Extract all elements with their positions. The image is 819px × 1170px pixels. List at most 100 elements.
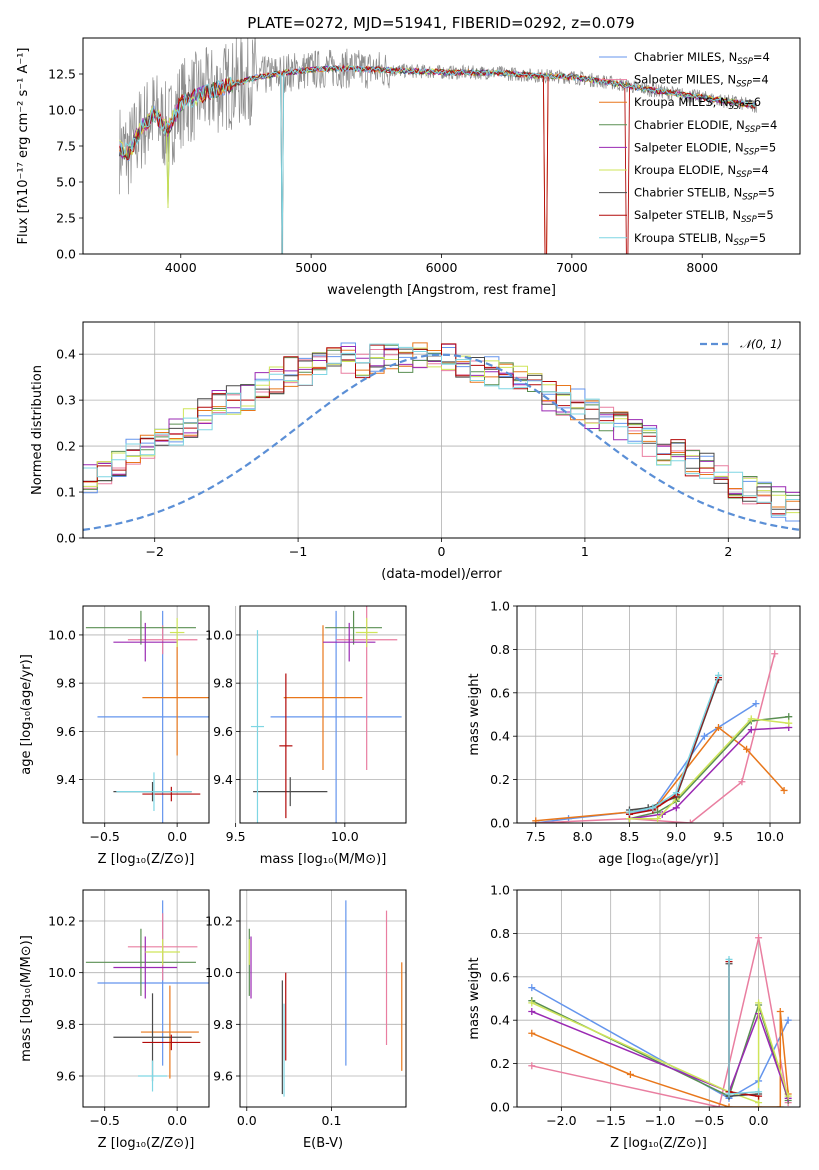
y-axis-label: Normed distribution <box>30 365 45 495</box>
mass-weight-marker <box>755 1099 763 1107</box>
mass-weight-marker <box>649 804 657 812</box>
x-tick-label: 8.5 <box>620 829 640 844</box>
y-tick-label: 10.0 <box>205 627 233 642</box>
residual-histogram-step <box>83 347 800 514</box>
x-tick-label: 8.0 <box>573 829 593 844</box>
legend-count: =4 <box>752 73 769 87</box>
y-tick-label: 9.8 <box>56 1017 76 1032</box>
y-tick-label: 9.4 <box>213 772 233 787</box>
x-tick-label: 0.0 <box>167 829 187 844</box>
x-tick-label: 0.0 <box>237 1113 257 1128</box>
errorbar-point <box>325 610 382 645</box>
legend-subscript: SSP <box>729 102 745 112</box>
y-tick-label: 10.0 <box>48 965 76 980</box>
x-tick-label: 4000 <box>165 260 197 275</box>
legend-entry: Chabrier ELODIE, NSSP=4 <box>634 118 777 135</box>
legend-entry: 𝒩(0, 1) <box>740 337 782 351</box>
y-axis-label: Flux [fλ10⁻¹⁷ erg cm⁻² s⁻¹ A⁻¹] <box>16 48 31 245</box>
y-axis-label: mass weight <box>467 957 482 1039</box>
y-tick-label: 10.0 <box>48 627 76 642</box>
legend-entry: Kroupa STELIB, NSSP=5 <box>634 231 766 248</box>
mass-weight-marker <box>785 719 793 727</box>
x-tick-label: 2 <box>724 544 732 559</box>
mass_weight_vs_age-plot-area <box>532 650 793 823</box>
y-tick-label: 0.4 <box>56 347 76 362</box>
errorbar-point <box>283 625 363 770</box>
model-spectrum-line <box>119 64 757 254</box>
legend-subscript: SSP <box>734 238 750 248</box>
residuals-panel: −2 −1 0 1 2 0.0 0.1 0.2 0.3 0.4 (data-model)/error… <box>30 321 801 582</box>
mass-weight-marker <box>752 700 760 708</box>
y-tick-label: 12.5 <box>48 67 76 82</box>
axes-frame <box>239 605 407 824</box>
y-tick-label: 0.2 <box>490 772 510 787</box>
residual-histogram-step <box>83 344 800 526</box>
y-tick-label: 0.4 <box>490 729 510 744</box>
y-tick-label: 9.6 <box>213 1069 233 1084</box>
y-tick-label: 9.6 <box>56 1069 76 1084</box>
errorbar-point <box>270 610 402 823</box>
legend-entry: Salpeter MILES, NSSP=4 <box>634 73 769 90</box>
x-tick-label: 9.5 <box>713 829 733 844</box>
mass_weight_vs_Z-panel: −2.0 −1.5 −1.0 −0.5 0.0 0.0 0.2 0.4 0.6 0.8 1.0 Z [… <box>467 883 801 1151</box>
x-tick-label: −0.5 <box>90 1113 120 1128</box>
y-tick-label: 7.5 <box>56 139 76 154</box>
legend-entry: Chabrier MILES, NSSP=4 <box>634 50 770 67</box>
y-tick-label: 0.8 <box>490 642 510 657</box>
y-tick-label: 0.0 <box>490 1100 510 1115</box>
axes-frame <box>82 889 210 1108</box>
model-spectrum-line <box>119 65 757 254</box>
mass-weight-marker <box>528 1008 536 1016</box>
mass-weight-line <box>728 963 759 1098</box>
errorbar-point <box>145 939 181 965</box>
y-tick-label: 1.0 <box>490 883 510 898</box>
x-tick-label: 6000 <box>426 260 458 275</box>
mass-weight-marker <box>528 1029 536 1037</box>
mass-weight-line <box>535 702 757 823</box>
x-axis-label: E(B-V) <box>303 1136 343 1151</box>
y-tick-label: 0.0 <box>56 247 76 262</box>
x-tick-label: 7000 <box>556 260 588 275</box>
errorbar-point <box>85 928 196 996</box>
residual-histogram-step <box>83 342 800 518</box>
mass-weight-marker <box>755 999 763 1007</box>
y-tick-label: 2.5 <box>56 211 76 226</box>
y-tick-label: 9.8 <box>213 676 233 691</box>
y-tick-label: 0.0 <box>56 531 76 546</box>
y-tick-label: 5.0 <box>56 175 76 190</box>
mass-weight-marker <box>672 804 680 812</box>
axes-frame <box>516 605 801 824</box>
x-tick-label: 5000 <box>295 260 327 275</box>
y-tick-label: 0.4 <box>490 1013 510 1028</box>
legend-entry: Kroupa ELODIE, NSSP=4 <box>634 163 769 180</box>
legend-count: =4 <box>753 50 770 64</box>
mass-weight-line <box>629 715 789 820</box>
mass-weight-marker <box>725 1103 733 1107</box>
legend-entry: Chabrier STELIB, NSSP=5 <box>634 186 775 203</box>
mass-weight-marker <box>528 999 536 1007</box>
x-axis-label: Z [log₁₀(Z/Z⊙)] <box>98 1136 195 1151</box>
errorbar-point <box>142 786 201 802</box>
x-tick-label: −1.5 <box>595 1113 625 1128</box>
mass-weight-marker <box>626 1070 634 1078</box>
y-tick-label: 10.0 <box>205 965 233 980</box>
mass-weight-marker <box>528 984 536 992</box>
errorbar-point <box>142 1034 201 1051</box>
mass-weight-marker <box>755 1088 763 1096</box>
y-tick-label: 0.2 <box>56 439 76 454</box>
mass_vs_ebv-panel: 0.0 0.1 9.6 9.8 10.0 10.2 E(B-V) <box>205 889 407 1151</box>
x-tick-label: 7.5 <box>526 829 546 844</box>
mass-weight-marker <box>672 789 680 797</box>
y-tick-label: 0.2 <box>490 1056 510 1071</box>
y-axis-label: mass [log₁₀(M/M⊙)] <box>19 935 34 1062</box>
mass-weight-line <box>531 1000 789 1101</box>
legend-subscript: SSP <box>742 193 758 203</box>
errorbar-point <box>355 618 378 647</box>
mass-weight-marker <box>725 955 733 963</box>
x-tick-label: 0.0 <box>167 1113 187 1128</box>
mass-weight-line <box>629 675 720 813</box>
mass-weight-marker <box>686 819 694 823</box>
errorbar-point <box>323 622 376 662</box>
legend-count: =5 <box>757 208 774 222</box>
